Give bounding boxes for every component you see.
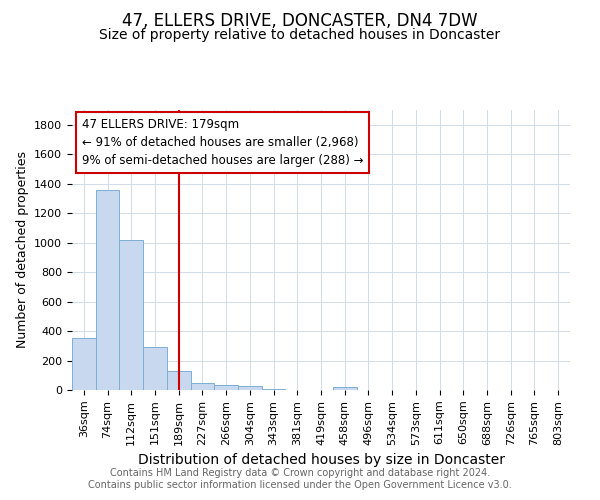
Y-axis label: Number of detached properties: Number of detached properties [16, 152, 29, 348]
Text: Size of property relative to detached houses in Doncaster: Size of property relative to detached ho… [100, 28, 500, 42]
X-axis label: Distribution of detached houses by size in Doncaster: Distribution of detached houses by size … [137, 453, 505, 467]
Bar [167, 371, 191, 390]
Bar [119, 240, 143, 390]
Bar [96, 190, 119, 390]
Bar [191, 384, 214, 390]
Text: Contains HM Land Registry data © Crown copyright and database right 2024.
Contai: Contains HM Land Registry data © Crown c… [88, 468, 512, 490]
Bar [72, 338, 96, 390]
Text: 47 ELLERS DRIVE: 179sqm
← 91% of detached houses are smaller (2,968)
9% of semi-: 47 ELLERS DRIVE: 179sqm ← 91% of detache… [82, 118, 364, 168]
Bar [214, 385, 238, 390]
Bar [238, 386, 262, 390]
Text: 47, ELLERS DRIVE, DONCASTER, DN4 7DW: 47, ELLERS DRIVE, DONCASTER, DN4 7DW [122, 12, 478, 30]
Bar [262, 388, 286, 390]
Bar [333, 387, 356, 390]
Bar [143, 348, 167, 390]
